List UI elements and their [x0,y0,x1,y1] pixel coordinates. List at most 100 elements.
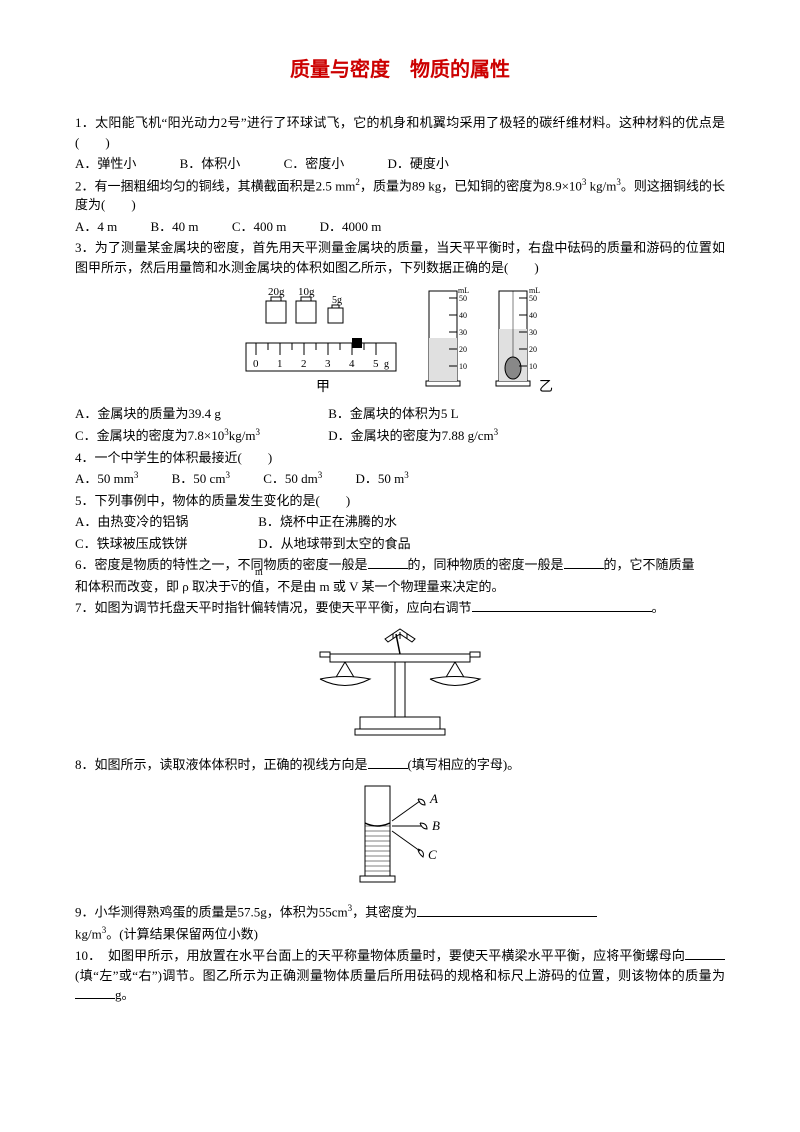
page-title: 质量与密度 物质的属性 [75,55,725,85]
q3-row1: A．金属块的质量为39.4 g B．金属块的体积为5 L [75,404,725,424]
pointer [396,634,400,654]
svg-text:A: A [429,791,438,806]
q6-p1: 6．密度是物质的特性之一，不同物质的密度一般是 [75,557,368,572]
cyl-unit-2: mL [529,286,540,295]
weight-10g: 10g [298,286,315,298]
frac-num: m [255,565,263,580]
q6-text2: m 和体积而改变，即 ρ 取决于V的值，不是由 m 或 V 某一个物理量来决定的… [75,577,725,597]
q3-opt-b: B．金属块的体积为5 L [328,404,458,424]
q2-part3: kg/m [586,178,616,193]
q3-figure: 20g 10g 5g 0 1 2 3 4 5 g 甲 [75,283,725,398]
svg-text:10: 10 [459,362,467,371]
weight-20g: 20g [268,286,285,298]
q7-p2: 。 [652,600,665,615]
svg-text:10: 10 [529,362,537,371]
q1-options: A．弹性小 B．体积小 C．密度小 D．硬度小 [75,154,725,174]
q3-figure-yi: 5040302010 5040302010 mL mL 乙 [414,283,564,398]
blank-q10a [685,946,725,960]
svg-text:30: 30 [459,328,467,337]
q7-p1: 7．如图为调节托盘天平时指针偏转情况，要使天平平衡，应向右调节 [75,600,472,615]
q3-text: 3．为了测量某金属块的密度，首先用天平测量金属块的质量，当天平平衡时，右盘中砝码… [75,238,725,277]
q10-p2: (填“左”或“右”)调节。图乙所示为正确测量物体质量后所用砝码的规格和标尺上游码… [75,968,725,983]
balance-scale-icon [300,624,500,744]
q6-p4: 和体积而改变，即 ρ 取决于 [75,579,231,594]
q8-figure: A B C [75,781,725,897]
q10-text: 10． 如图甲所示，用放置在水平台面上的天平称量物体质量时，要使天平横梁水平平衡… [75,946,725,1005]
weight-top-3 [332,305,339,308]
q3-row2: C．金属块的密度为7.8×103 kg/m3 D．金属块的密度为7.88 g/c… [75,426,725,446]
svg-text:20: 20 [459,345,467,354]
weight-5g: 5g [332,295,342,306]
q2-text: 2．有一捆粗细均匀的铜线，其横截面积是2.5 mm2，质量为89 kg，已知铜的… [75,176,725,215]
q9-p4: 。(计算结果保留两位小数) [106,927,258,942]
q1-text: 1．太阳能飞机“阳光动力2号”进行了环球试飞，它的机身和机翼均采用了极轻的碳纤维… [75,113,725,152]
svg-text:40: 40 [529,311,537,320]
q1-opt-c: C．密度小 [284,154,345,174]
blank-q10b [75,985,115,999]
weight-box-2 [296,301,316,323]
q6-p2: 的，同种物质的密度一般是 [408,557,564,572]
ruler-2: 2 [301,358,307,370]
ruler-3: 3 [325,358,331,370]
q9-text2: kg/m3。(计算结果保留两位小数) [75,924,725,944]
blank-2 [564,555,604,569]
q5-opt-c: C．铁球被压成铁饼 [75,534,255,554]
q6-p3: 的，它不随质量 [604,557,695,572]
cylinder-2-base [496,381,530,386]
label-yi: 乙 [539,379,553,395]
q9-p1: 9．小华测得熟鸡蛋的质量是57.5g，体积为55cm [75,905,348,920]
q6-p5: 的值，不是由 m 或 V 某一个物理量来决定的。 [238,579,504,594]
svg-text:C: C [428,847,437,862]
blank-q8 [368,755,408,769]
q2-options: A．4 m B．40 m C．400 m D．4000 m [75,217,725,237]
blank-q9 [417,903,597,917]
beam [330,654,470,662]
q8-p2: (填写相应的字母)。 [408,757,521,772]
q5-opt-a: A．由热变冷的铝锅 [75,512,255,532]
ruler-5: 5 [373,358,379,370]
svg-text:40: 40 [459,311,467,320]
grad-hatch [365,826,390,871]
water-1 [429,338,457,381]
q4-text: 4．一个中学生的体积最接近( ) [75,448,725,468]
q2-part2: ，质量为89 kg，已知铜的密度为8.9×10 [360,178,582,193]
q1-opt-d: D．硬度小 [387,154,448,174]
q2-opt-b: B．40 m [151,217,199,237]
ruler-0: 0 [253,358,259,370]
blank-q7 [472,598,652,612]
ruler-4: 4 [349,358,355,370]
svg-text:50: 50 [529,294,537,303]
nut-left [320,652,330,657]
q3-opt-a: A．金属块的质量为39.4 g [75,404,325,424]
q2-opt-a: A．4 m [75,217,117,237]
label-jia: 甲 [316,380,330,395]
q9-p2: ，其密度为 [352,905,417,920]
sight-a: A [392,791,438,821]
cylinder-1-base [426,381,460,386]
nut-right [470,652,480,657]
cylinder-base [360,876,395,882]
metal-block [505,357,521,379]
q8-p1: 8．如图所示，读取液体体积时，正确的视线方向是 [75,757,368,772]
q8-text: 8．如图所示，读取液体体积时，正确的视线方向是 (填写相应的字母)。 [75,755,725,775]
q9-text: 9．小华测得熟鸡蛋的质量是57.5g，体积为55cm3，其密度为 [75,902,725,922]
q4-opt-a: A．50 mm3 [75,469,138,489]
weight-box-3 [328,308,343,323]
meniscus [365,823,390,826]
q10-p1: 10． 如图甲所示，用放置在水平台面上的天平称量物体质量时，要使天平横梁水平平衡… [75,948,685,963]
q3-opt-c: C．金属块的密度为7.8×103 kg/m3 [75,426,325,446]
base [360,717,440,729]
q10-p3: g。 [115,987,135,1002]
q3-figure-jia: 20g 10g 5g 0 1 2 3 4 5 g 甲 [236,283,411,398]
rider-marker [352,338,362,348]
svg-text:20: 20 [529,345,537,354]
q5-opt-b: B．烧杯中正在沸腾的水 [258,512,397,532]
pillar [395,662,405,717]
weight-box-1 [266,301,286,323]
q4-opt-c: C．50 dm3 [263,469,322,489]
pan-right [430,676,480,685]
q7-figure [75,624,725,750]
q1-opt-b: B．体积小 [180,154,241,174]
q4-opt-b: B．50 cm3 [172,469,230,489]
q1-opt-a: A．弹性小 [75,154,136,174]
